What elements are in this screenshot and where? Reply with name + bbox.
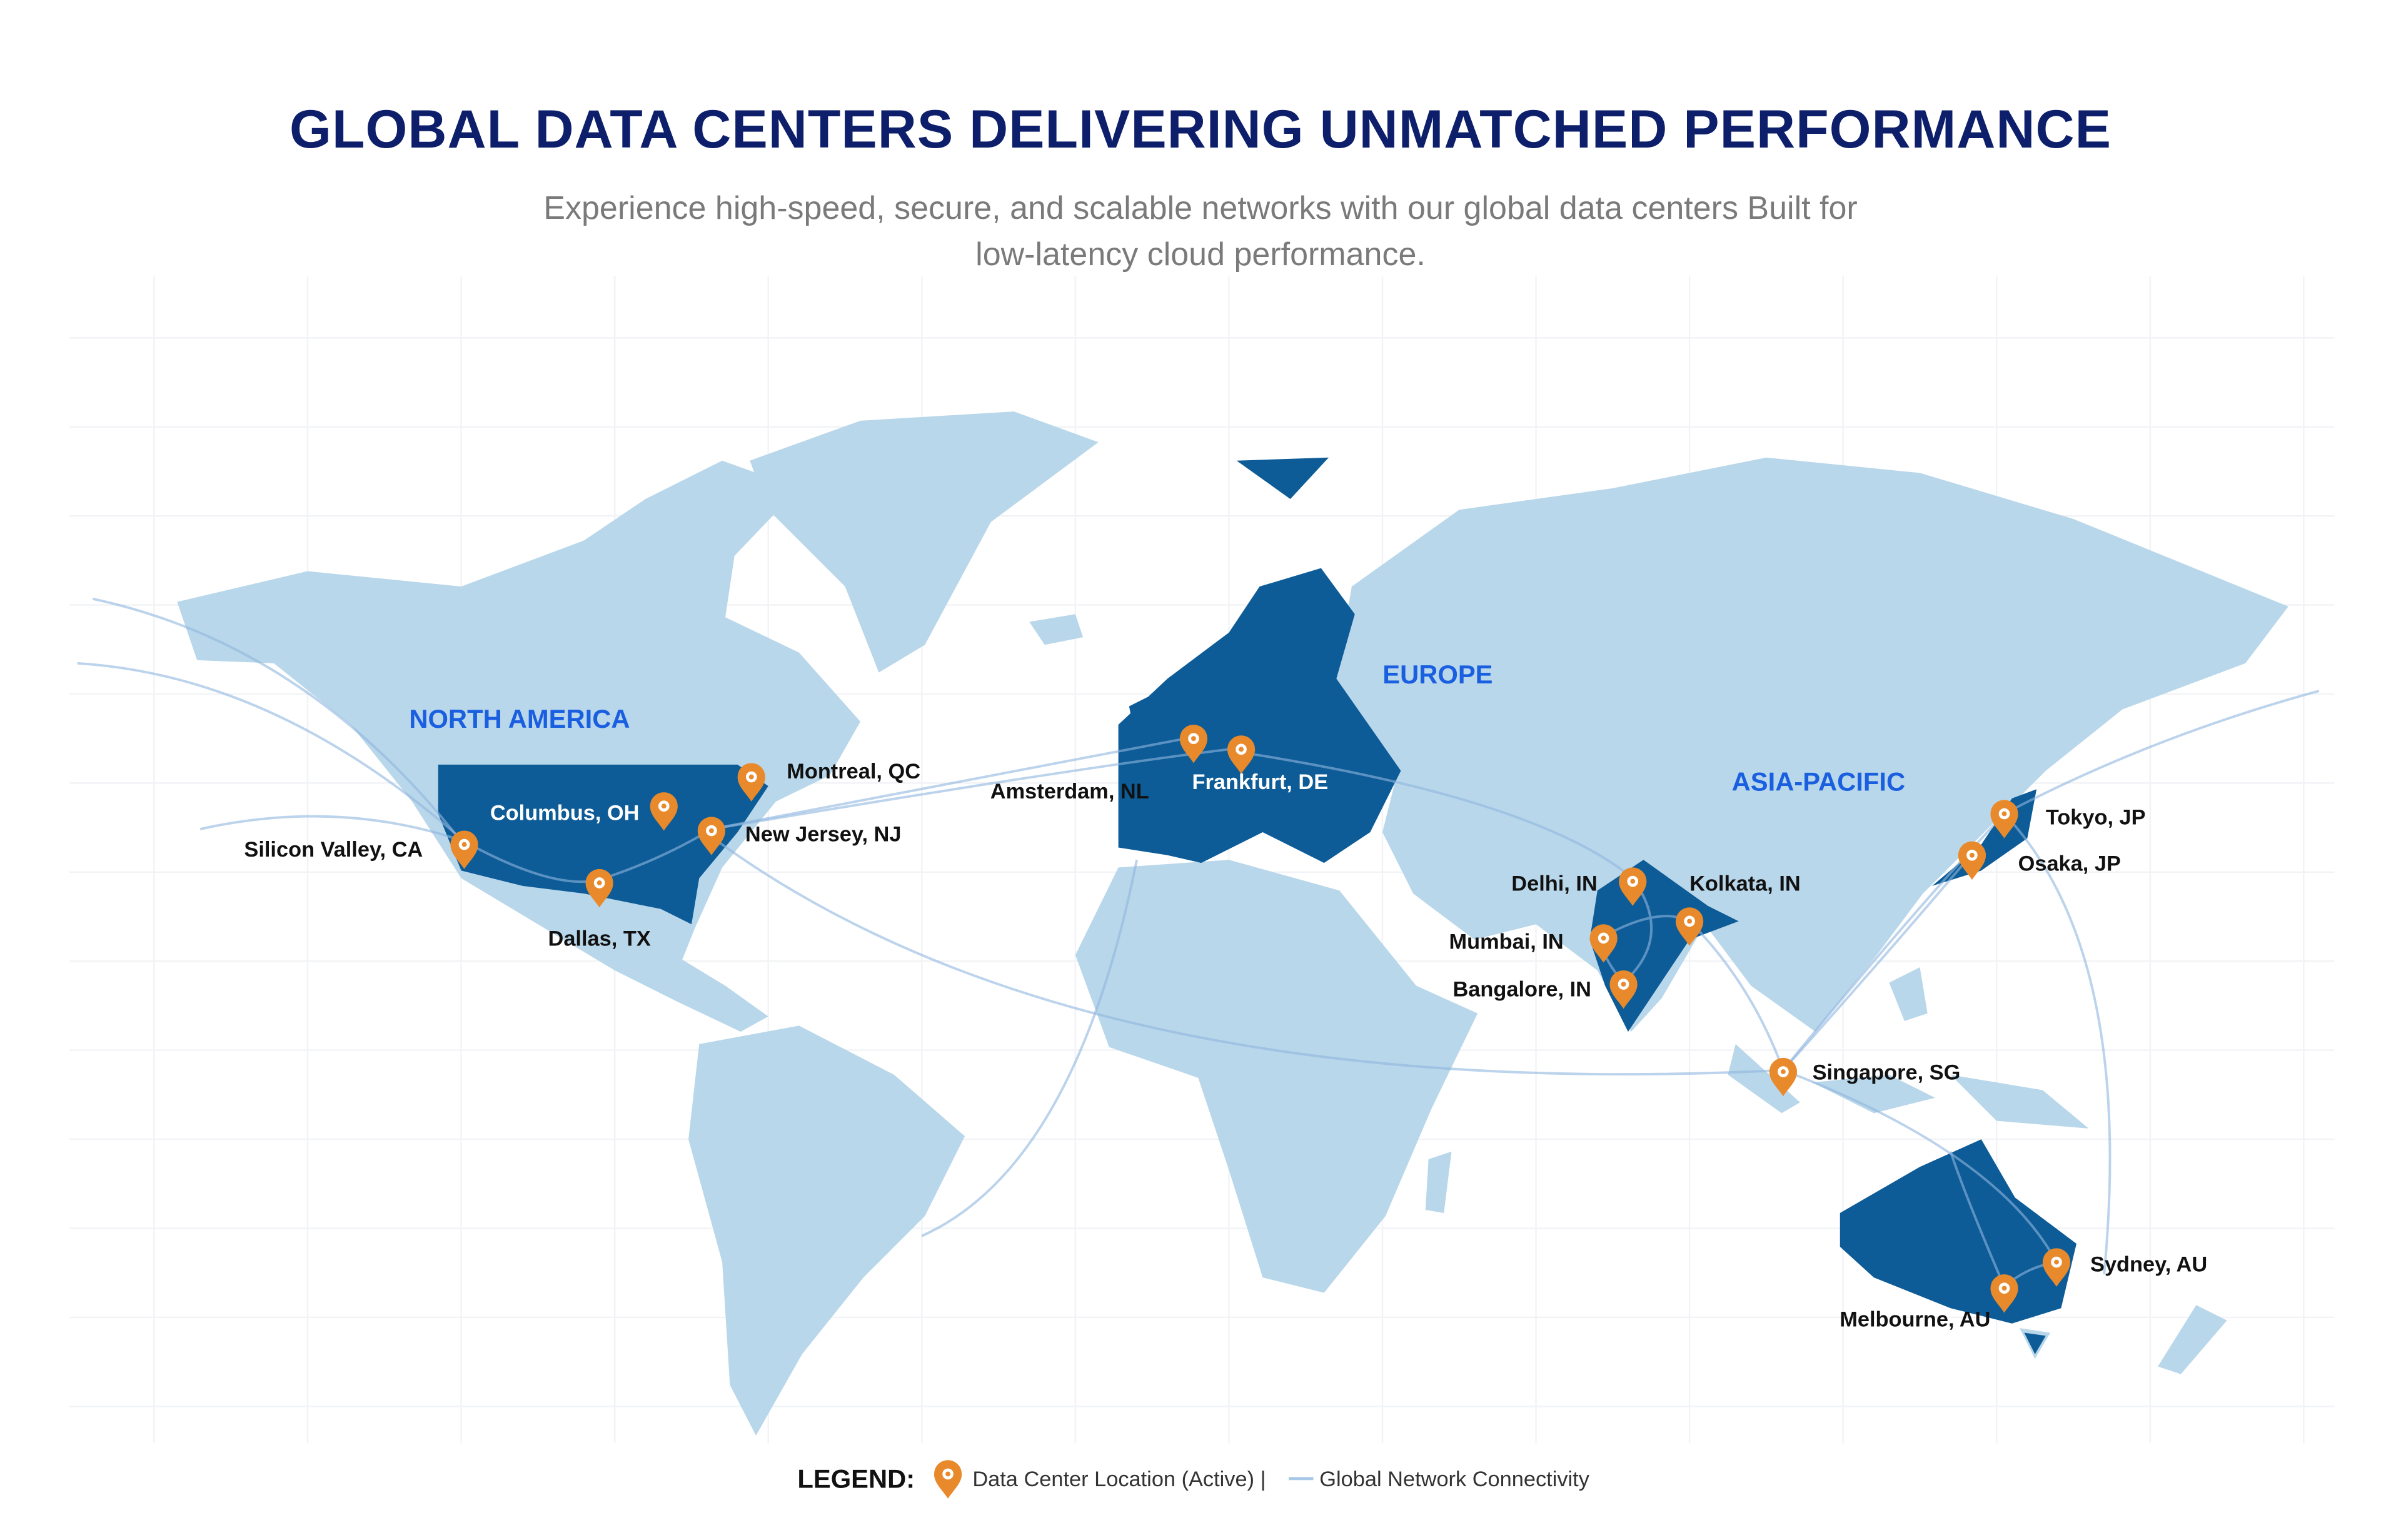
region-label: NORTH AMERICA: [409, 704, 630, 733]
legend-item: Global Network Connectivity: [1319, 1467, 1589, 1491]
location-label: Tokyo, JP: [2046, 806, 2146, 830]
legend-pin: [934, 1460, 962, 1499]
legend-item: Data Center Location (Active) |: [972, 1467, 1266, 1491]
location-label: Delhi, IN: [1511, 872, 1597, 895]
location-label: New Jersey, NJ: [745, 823, 902, 847]
location-label: Bangalore, IN: [1452, 978, 1591, 1002]
location-label: Kolkata, IN: [1689, 872, 1801, 895]
region-labels: NORTH AMERICA EUROPE ASIA-PACIFIC: [409, 660, 1905, 797]
location-label: Silicon Valley, CA: [244, 838, 423, 862]
subtitle: Experience high-speed, secure, and scala…: [543, 190, 1858, 273]
legend: LEGEND: Data Center Location (Active) | …: [797, 1460, 1590, 1499]
highlighted-regions: [438, 457, 2076, 1354]
location-label: Columbus, OH: [490, 801, 640, 825]
region-label: ASIA-PACIFIC: [1732, 767, 1905, 797]
location-label: Dallas, TX: [548, 927, 651, 951]
location-label: Mumbai, IN: [1449, 930, 1563, 954]
location-label: Montreal, QC: [787, 760, 920, 783]
location-label: Amsterdam, NL: [990, 780, 1149, 803]
location-label: Melbourne, AU: [1840, 1308, 1990, 1332]
location-label: Sydney, AU: [2090, 1252, 2207, 1276]
title: GLOBAL DATA CENTERS DELIVERING UNMATCHED…: [289, 99, 2112, 159]
location-label: Frankfurt, DE: [1192, 770, 1328, 794]
region-label: EUROPE: [1382, 660, 1492, 689]
location-label: Singapore, SG: [1813, 1060, 1961, 1084]
legend-heading: LEGEND:: [797, 1464, 915, 1494]
location-label: Osaka, JP: [2018, 852, 2121, 875]
location-labels: Silicon Valley, CA Dallas, TX Columbus, …: [244, 760, 2207, 1332]
land: [177, 411, 2288, 1436]
